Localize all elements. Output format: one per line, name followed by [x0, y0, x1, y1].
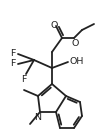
Text: F: F	[21, 75, 27, 84]
Text: F: F	[10, 60, 16, 68]
Text: N: N	[34, 114, 42, 122]
Text: F: F	[10, 50, 16, 58]
Text: O: O	[71, 38, 79, 48]
Text: OH: OH	[70, 58, 84, 67]
Text: O: O	[50, 21, 58, 31]
